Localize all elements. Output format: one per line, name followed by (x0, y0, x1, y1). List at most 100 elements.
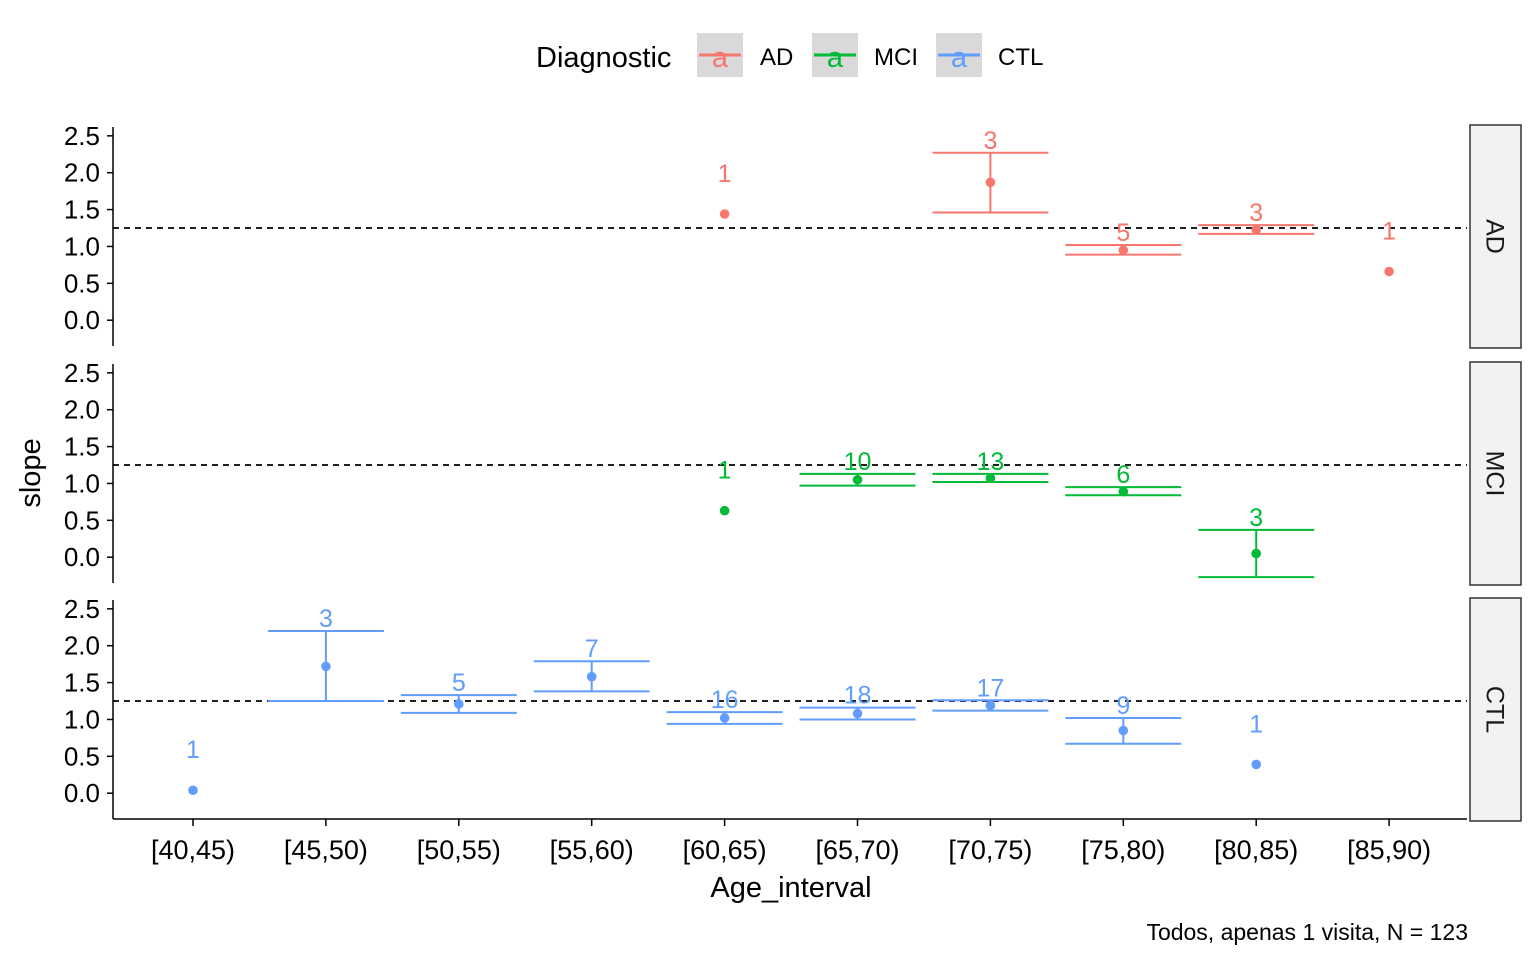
facet-strip-label: MCI (1481, 451, 1509, 497)
legend-label: CTL (998, 44, 1043, 71)
x-tick-label: [45,50) (284, 835, 368, 865)
count-label: 3 (983, 127, 997, 155)
data-point (1118, 245, 1129, 255)
count-label: 18 (844, 682, 872, 710)
x-tick-label: [80,85) (1214, 835, 1298, 865)
facet-strip: CTL (1469, 597, 1522, 822)
y-tick-label: 0.0 (64, 542, 100, 572)
count-label: 3 (319, 605, 333, 633)
data-point (719, 713, 730, 723)
y-tick-label: 2.0 (64, 395, 100, 425)
data-point (586, 671, 597, 682)
y-tick-label: 2.5 (64, 121, 100, 151)
count-label: 10 (844, 448, 872, 476)
x-tick-label: [65,70) (815, 835, 899, 865)
y-tick-label: 0.0 (64, 778, 100, 808)
data-group: 5 (1065, 219, 1182, 256)
count-label: 1 (718, 457, 732, 485)
y-tick-label: 0.5 (64, 741, 100, 771)
legend-item-mci: a MCI (812, 33, 918, 77)
y-tick-label: 1.0 (64, 704, 100, 734)
panel-ad: 0.0 0.5 1.0 1.5 2.0 2.5 AD 1 3 5 3 1 (64, 121, 1522, 349)
x-tick-label: [60,65) (683, 835, 767, 865)
data-point (1251, 759, 1261, 770)
y-tick-label: 2.5 (64, 594, 100, 624)
data-group: 3 (267, 605, 384, 703)
data-group: 3 (932, 127, 1049, 214)
data-point (1251, 224, 1261, 235)
y-tick-label: 2.0 (64, 631, 100, 661)
data-point (985, 177, 996, 188)
facet-strip-label: CTL (1481, 686, 1509, 733)
count-label: 17 (976, 674, 1004, 702)
y-tick-label: 2.0 (64, 158, 100, 188)
data-group: 16 (666, 686, 783, 725)
x-tick-label: [40,45) (151, 835, 235, 865)
data-group: 13 (932, 448, 1049, 484)
data-point (454, 699, 464, 709)
x-axis: [40,45) [45,50) [50,55) [55,60) [60,65) [65,7… (113, 818, 1467, 865)
data-group: 1 (186, 736, 200, 796)
data-point (321, 661, 331, 672)
panel-mci: 0.0 0.5 1.0 1.5 2.0 2.5 MCI 1 10 13 6 3 (64, 358, 1522, 586)
data-group: 1 (1382, 218, 1396, 277)
count-label: 9 (1116, 692, 1130, 720)
y-tick-label: 1.5 (64, 195, 100, 225)
count-label: 3 (1249, 199, 1263, 227)
count-label: 1 (186, 736, 200, 764)
data-point (1251, 548, 1261, 559)
data-group: 6 (1065, 461, 1182, 497)
legend-key-glyph: a (951, 42, 968, 74)
data-group: 7 (533, 635, 650, 693)
data-group: 9 (1065, 692, 1182, 745)
data-point (985, 700, 996, 711)
data-point (188, 785, 198, 796)
data-group: 1 (718, 457, 732, 516)
legend-item-ad: a AD (697, 33, 793, 77)
x-tick-label: [50,55) (417, 835, 501, 865)
data-point (985, 473, 996, 484)
x-tick-label: [75,80) (1081, 835, 1165, 865)
count-label: 5 (452, 669, 466, 697)
facet-strip-label: AD (1481, 219, 1509, 254)
facet-strip-box (1469, 597, 1522, 822)
data-point (1118, 486, 1129, 497)
data-point (719, 505, 730, 516)
data-group: 3 (1198, 199, 1315, 235)
legend-key-glyph: a (827, 42, 844, 74)
data-point (852, 474, 863, 485)
data-point (1384, 266, 1394, 277)
data-group: 3 (1198, 504, 1315, 579)
count-label: 16 (711, 686, 739, 714)
facet-strip: AD (1469, 124, 1522, 349)
count-label: 6 (1116, 461, 1130, 489)
caption: Todos, apenas 1 visita, N = 123 (1146, 919, 1468, 945)
y-tick-label: 0.5 (64, 505, 100, 535)
facet-strip-box (1469, 124, 1522, 349)
panel-ctl: 0.0 0.5 1.0 1.5 2.0 2.5 CTL 1 3 5 7 16 18 17 9 1 (64, 594, 1522, 822)
y-tick-label: 2.5 (64, 358, 100, 388)
data-group: 10 (799, 448, 916, 487)
data-group: 1 (718, 160, 732, 219)
x-tick-label: [70,75) (948, 835, 1032, 865)
data-group: 17 (932, 674, 1049, 712)
legend-item-ctl: a CTL (936, 33, 1043, 77)
data-point (719, 209, 730, 219)
data-point (1118, 725, 1129, 736)
count-label: 13 (976, 448, 1004, 476)
y-axis-title: slope (15, 438, 47, 507)
count-label: 5 (1116, 219, 1130, 247)
count-label: 7 (585, 635, 599, 663)
legend-label: MCI (874, 44, 918, 71)
y-tick-label: 1.0 (64, 468, 100, 498)
y-tick-label: 0.5 (64, 268, 100, 298)
y-tick-label: 0.0 (64, 305, 100, 335)
legend-title: Diagnostic (536, 42, 671, 74)
x-tick-label: [85,90) (1347, 835, 1431, 865)
facet-panels: 0.00.51.01.52.02.5AD135310.00.51.01.52.0… (64, 121, 1522, 822)
y-tick-label: 1.5 (64, 668, 100, 698)
legend-label: AD (760, 44, 793, 71)
data-group: 5 (400, 669, 517, 714)
count-label: 1 (1382, 218, 1396, 246)
